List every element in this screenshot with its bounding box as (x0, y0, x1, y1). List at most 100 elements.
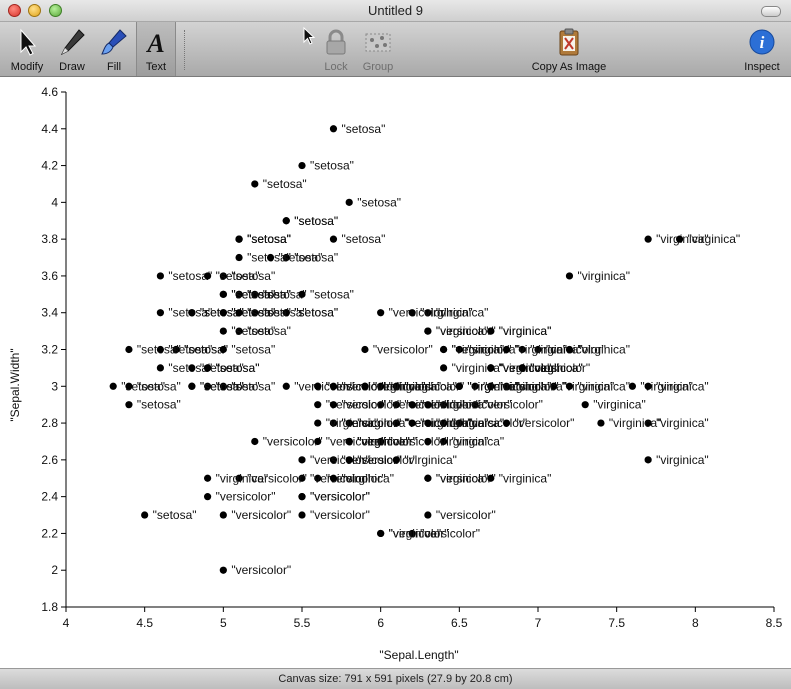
data-point-label: "versicolor" (341, 416, 401, 430)
x-tick-label: 4 (63, 616, 70, 630)
data-point (219, 345, 227, 354)
y-tick-label: 2 (51, 563, 58, 577)
plot-axes: 4 4.5 5 5.5 6 6.5 7 7.5 8 8.5 1.8 2 2.2 2.4 2.6 2.8 3 3.2… (41, 85, 782, 630)
data-point-label: "versicolor" (357, 453, 417, 467)
data-point (298, 511, 306, 519)
data-point-label: "setosa" (294, 306, 338, 320)
data-point-label: "setosa" (216, 379, 260, 393)
data-point (235, 327, 243, 335)
data-point-label: "virginica" (436, 398, 489, 412)
data-point-label: "virginica" (499, 324, 552, 338)
data-point-label: "versicolor" (263, 434, 323, 448)
drawing-canvas[interactable]: 4 4.5 5 5.5 6 6.5 7 7.5 8 8.5 1.8 2 2.2 2.4 2.6 2.8 3 3.2… (0, 77, 791, 668)
data-point-label: "setosa" (168, 269, 212, 283)
data-point-label: "versicolor" (483, 379, 543, 393)
modify-tool-button[interactable]: Modify (4, 22, 50, 76)
data-point-label: "setosa" (247, 232, 291, 246)
data-point-label: "versicolor" (326, 379, 386, 393)
data-point (156, 309, 164, 317)
data-point-label: "versicolor" (467, 416, 527, 430)
data-point (188, 364, 196, 372)
data-point (125, 345, 133, 354)
data-point (550, 382, 558, 390)
data-point (282, 217, 290, 225)
data-point-label: "virginica" (452, 361, 505, 375)
data-point-label: "versicolor" (341, 398, 401, 412)
data-point-label: "setosa" (310, 287, 354, 301)
copy-as-image-label: Copy As Image (531, 61, 607, 73)
data-point-label: "setosa" (216, 361, 260, 375)
zoom-window-button[interactable] (49, 4, 62, 17)
data-point-label: "setosa" (231, 269, 275, 283)
y-tick-label: 4.2 (41, 159, 58, 173)
y-tick-label: 2.4 (41, 490, 58, 504)
data-point-label: "versicolor" (216, 490, 276, 504)
data-point (204, 382, 212, 390)
data-point-label: "setosa" (341, 122, 385, 136)
x-axis-label: "Sepal.Length" (379, 648, 458, 662)
data-point-label: "virginica" (656, 379, 709, 393)
toolbar-toggle-button[interactable] (761, 6, 781, 17)
data-point-label: "versicolor" (546, 343, 606, 357)
copy-as-image-button[interactable]: Copy As Image (524, 22, 614, 76)
data-point-label: "versicolor" (499, 361, 559, 375)
text-tool-button[interactable]: A Text (136, 22, 176, 76)
data-point (408, 529, 416, 538)
data-point-label: "setosa" (200, 361, 244, 375)
data-point (298, 474, 306, 482)
data-point (266, 253, 275, 262)
data-point-label: "virginica" (515, 379, 568, 393)
data-point (125, 401, 133, 409)
data-point-label: "setosa" (231, 324, 275, 338)
data-point (440, 437, 448, 446)
inspect-button[interactable]: i Inspect (738, 22, 786, 76)
data-point (440, 364, 448, 372)
data-point-label: "versicolor" (452, 343, 512, 357)
data-point-label: "versicolor" (247, 471, 307, 485)
data-point-label: "virginica" (452, 416, 505, 430)
data-point-label: "virginica" (593, 398, 646, 412)
draw-tool-button[interactable]: Draw (52, 22, 92, 76)
group-button[interactable]: Group (358, 22, 398, 76)
data-point (597, 419, 605, 427)
x-tick-label: 5 (220, 616, 227, 630)
data-point-label: "versicolor" (373, 343, 433, 357)
data-point-label: "setosa" (247, 232, 291, 246)
y-tick-label: 4.4 (41, 122, 58, 136)
info-icon: i (749, 29, 775, 55)
data-point (361, 345, 369, 354)
canvas-size-text: Canvas size: 791 x 591 pixels (27.9 by 2… (278, 673, 513, 685)
data-point-label: "virginica" (341, 471, 394, 485)
y-tick-label: 2.2 (41, 526, 58, 540)
data-point (644, 235, 652, 243)
data-point-label: "versicolor" (404, 398, 464, 412)
svg-text:i: i (760, 33, 765, 52)
y-tick-label: 3.4 (41, 306, 58, 320)
data-point (644, 456, 652, 464)
data-point-label: "setosa" (184, 343, 228, 357)
x-tick-label: 6.5 (451, 616, 468, 630)
data-point (188, 309, 196, 317)
data-point (314, 401, 322, 409)
data-point (487, 364, 495, 372)
data-point-label: "setosa" (231, 343, 275, 357)
fill-tool-button[interactable]: Fill (94, 22, 134, 76)
data-point (628, 382, 637, 390)
lock-button[interactable]: Lock (316, 22, 356, 76)
title-bar: Untitled 9 (0, 0, 791, 22)
y-tick-label: 3 (51, 379, 58, 393)
data-point-label: "versicolor" (231, 563, 291, 577)
arrow-pointer-icon (20, 28, 37, 56)
data-point (676, 235, 684, 243)
data-point-label: "virginica" (389, 526, 442, 540)
minimize-window-button[interactable] (28, 4, 41, 17)
data-point (644, 419, 652, 427)
close-window-button[interactable] (8, 4, 21, 17)
text-a-icon: A (145, 29, 164, 56)
data-point (204, 272, 212, 280)
data-point-label: "virginica" (688, 232, 741, 246)
data-point (219, 290, 227, 298)
data-point-label: "setosa" (294, 251, 338, 265)
data-point-label: "setosa" (294, 214, 338, 228)
data-point (204, 474, 212, 482)
